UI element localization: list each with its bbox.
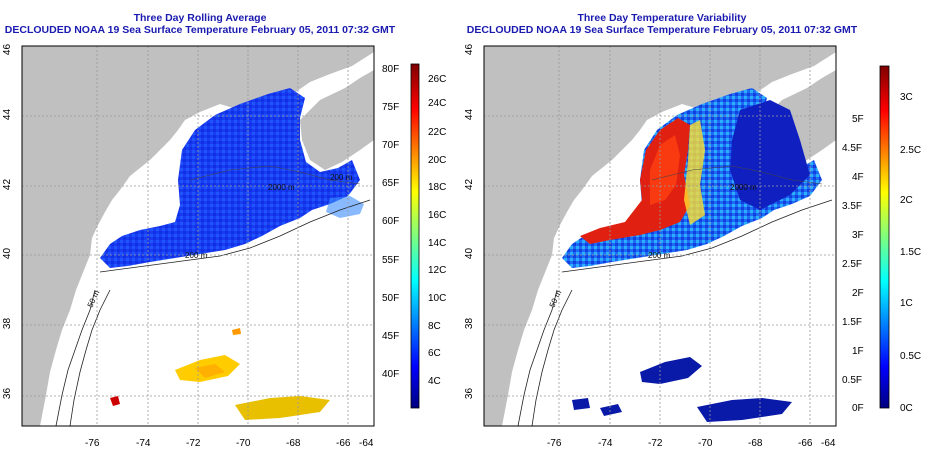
left-cb-c: 16C: [428, 210, 447, 221]
right-lat-tick: 36: [464, 387, 476, 400]
left-contour-label: 200 m: [330, 173, 353, 182]
right-cb-f: 2F: [852, 288, 864, 299]
left-cb-f: 70F: [382, 140, 400, 151]
right-cb-c: 0.5C: [900, 351, 922, 362]
left-cb-f: 65F: [382, 178, 400, 189]
left-panel-title: Three Day Rolling Average: [133, 12, 267, 24]
right-cb-f: 1F: [852, 346, 864, 357]
left-warm-patch-3: [235, 396, 330, 420]
right-lon-tick: -64: [821, 438, 836, 449]
left-warm-patch-5: [232, 328, 241, 335]
right-lat-tick: 46: [464, 43, 476, 56]
left-lon-tick: -74: [136, 438, 151, 449]
right-cb-c: 1.5C: [900, 247, 922, 258]
right-map-frame: [484, 46, 836, 426]
right-lon-tick: -70: [698, 438, 713, 449]
left-lon-tick: -72: [186, 438, 201, 449]
left-lat-tick: 46: [2, 43, 14, 56]
right-offshore-patch-3: [572, 398, 590, 410]
right-cb-c: 2C: [900, 195, 913, 206]
left-cb-f: 45F: [382, 331, 400, 342]
left-cb-c: 14C: [428, 238, 447, 249]
right-cb-f: 0F: [852, 403, 864, 414]
left-lat-tick: 38: [2, 317, 14, 330]
right-cb-c: 3C: [900, 92, 913, 103]
right-offshore-patch-4: [600, 404, 622, 416]
left-lat-tick: 44: [2, 108, 14, 121]
right-cb-c: 2.5C: [900, 145, 922, 156]
left-cb-c: 22C: [428, 127, 447, 138]
right-lat-tick: 38: [464, 317, 476, 330]
right-cb-f: 3.5F: [842, 201, 863, 212]
left-lon-tick: -70: [236, 438, 251, 449]
left-cb-c: 10C: [428, 293, 447, 304]
left-land-nova-scotia: [300, 70, 374, 170]
left-warm-patch-2: [195, 364, 225, 378]
left-cb-c: 6C: [428, 348, 441, 359]
left-cb-f: 60F: [382, 216, 400, 227]
left-lat-tick: 36: [2, 387, 14, 400]
right-contour-label: 2000 m: [730, 183, 757, 192]
left-lon-tick: -66: [336, 438, 351, 449]
left-cb-c: 4C: [428, 376, 441, 387]
right-lat-tick: 40: [464, 247, 476, 260]
right-cb-f: 4.5F: [842, 143, 863, 154]
right-lon-tick: -74: [598, 438, 613, 449]
right-lat-tick: 44: [464, 108, 476, 121]
left-ocean-data: [100, 88, 360, 268]
right-contour-label: 200 m: [648, 251, 671, 260]
right-cb-f: 3F: [852, 230, 864, 241]
left-cb-c: 26C: [428, 74, 447, 85]
left-contour-label: 200 m: [185, 251, 208, 260]
right-lon-tick: -72: [648, 438, 663, 449]
right-lat-tick: 42: [464, 178, 476, 191]
left-cb-c: 8C: [428, 321, 441, 332]
right-cb-c: 1C: [900, 298, 913, 309]
right-lon-tick: -76: [547, 438, 562, 449]
left-cb-f: 55F: [382, 255, 400, 266]
right-panel-subtitle: DECLOUDED NOAA 19 Sea Surface Temperatur…: [466, 24, 858, 36]
left-land-north: [22, 46, 374, 426]
left-panel-subtitle: DECLOUDED NOAA 19 Sea Surface Temperatur…: [4, 24, 396, 36]
right-offshore-patch-2: [697, 398, 792, 422]
left-cb-c: 24C: [428, 98, 447, 109]
right-cb-f: 5F: [852, 114, 864, 125]
right-yellow-band: [684, 120, 705, 225]
right-offshore-patch-1: [640, 357, 702, 384]
left-cb-c: 20C: [428, 155, 447, 166]
left-cb-c: 18C: [428, 182, 447, 193]
left-cb-f: 75F: [382, 102, 400, 113]
left-warm-patch-4: [110, 396, 120, 406]
right-cb-c: 0C: [900, 403, 913, 414]
right-panel-title: Three Day Temperature Variability: [577, 12, 747, 24]
left-lon-tick: -68: [286, 438, 301, 449]
left-map-frame: [22, 46, 374, 426]
right-cb-f: 2.5F: [842, 259, 863, 270]
right-land-north: [484, 46, 836, 426]
right-cb-f: 4F: [852, 172, 864, 183]
right-lon-tick: -66: [798, 438, 813, 449]
right-colorbar: [879, 65, 890, 409]
left-lat-tick: 40: [2, 247, 14, 260]
left-lon-tick: -76: [85, 438, 100, 449]
left-cb-f: 50F: [382, 293, 400, 304]
left-colorbar: [410, 63, 420, 409]
left-cb-c: 12C: [428, 265, 447, 276]
left-ocean-light-patch: [326, 196, 364, 218]
right-ocean-deep-east: [730, 100, 810, 210]
left-cb-f: 80F: [382, 64, 400, 75]
right-cb-f: 0.5F: [842, 375, 863, 386]
left-cb-f: 40F: [382, 369, 400, 380]
left-contour-label: 2000 m: [268, 183, 295, 192]
right-hot-core: [650, 135, 680, 205]
left-lon-tick: -64: [359, 438, 374, 449]
right-cb-f: 1.5F: [842, 317, 863, 328]
right-lon-tick: -68: [748, 438, 763, 449]
left-lat-tick: 42: [2, 178, 14, 191]
